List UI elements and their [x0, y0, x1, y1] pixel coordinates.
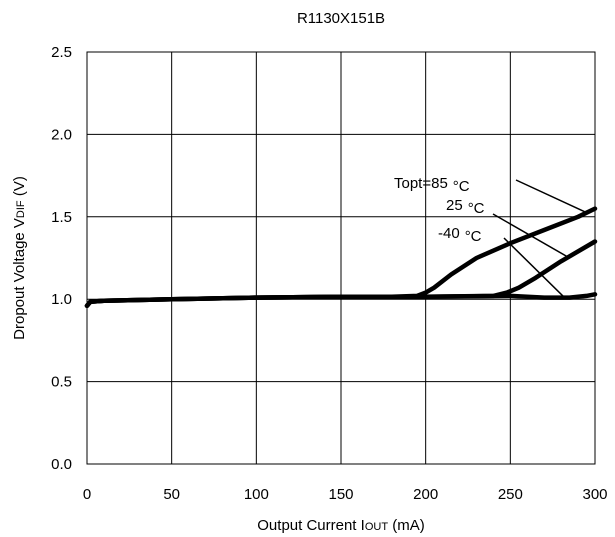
x-axis-label-sub: OUT: [365, 521, 389, 533]
y-tick-label: 1.5: [51, 209, 72, 226]
annotation-label: 25 °C: [446, 197, 485, 217]
y-tick-label: 2.5: [51, 44, 72, 61]
y-tick-label: 2.0: [51, 126, 72, 143]
annotation-pointer: [492, 213, 570, 259]
x-tick-label: 50: [163, 486, 180, 503]
annotation-pointer: [503, 237, 566, 299]
plot-frame: [86, 51, 596, 465]
x-tick-label: 200: [413, 486, 438, 503]
x-tick-label: 100: [244, 486, 269, 503]
y-tick-label: 0.0: [51, 456, 72, 473]
series-line: [84, 292, 598, 309]
chart-title: R1130X151B: [297, 10, 385, 27]
grid: [87, 52, 595, 464]
y-axis-label-main: Dropout Voltage V: [11, 218, 28, 340]
x-axis-label-unit: (mA): [388, 517, 425, 534]
annotation-label: Topt=85 °C: [394, 175, 470, 195]
x-axis-label: Output Current IOUT (mA): [257, 517, 424, 534]
y-tick-labels: 0.0 0.5 1.0 1.5 2.0 2.5: [51, 44, 72, 473]
x-tick-label: 0: [83, 486, 91, 503]
y-tick-label: 1.0: [51, 291, 72, 308]
y-axis-label-unit: (V): [11, 176, 28, 200]
annotations-group: Topt=85 °C25 °C -40 °C: [394, 175, 586, 299]
x-tick-label: 250: [498, 486, 523, 503]
y-axis-label: Dropout Voltage VDIF (V): [11, 176, 28, 340]
x-axis-label-main: Output Current I: [257, 517, 365, 534]
annotation-pointer: [515, 179, 586, 213]
x-tick-label: 300: [582, 486, 607, 503]
y-axis-label-sub: DIF: [15, 200, 27, 218]
x-tick-labels: 0 50 100 150 200 250 300: [83, 486, 608, 503]
series-group: [84, 206, 598, 309]
annotation-label: -40 °C: [438, 225, 482, 245]
y-tick-label: 0.5: [51, 374, 72, 391]
x-tick-label: 150: [328, 486, 353, 503]
